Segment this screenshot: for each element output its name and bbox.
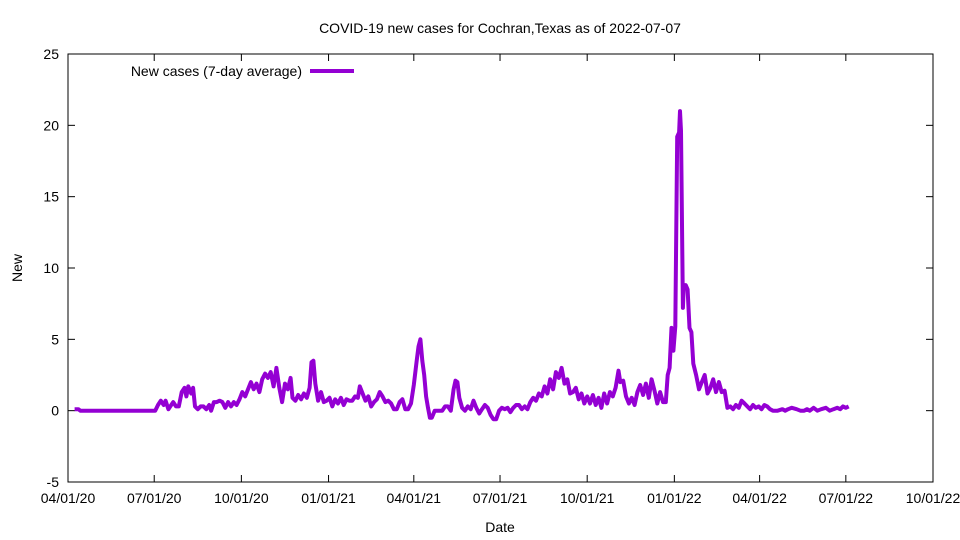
legend: New cases (7-day average) bbox=[131, 63, 354, 79]
chart-title: COVID-19 new cases for Cochran,Texas as … bbox=[319, 20, 681, 36]
x-tick-label: 07/01/21 bbox=[473, 490, 528, 506]
series-line bbox=[74, 109, 850, 422]
x-tick-label: 10/01/21 bbox=[560, 490, 615, 506]
y-tick-label: 10 bbox=[43, 260, 59, 276]
y-tick-label: 15 bbox=[43, 189, 59, 205]
x-tick-label: 07/01/22 bbox=[819, 490, 874, 506]
y-axis-label: New bbox=[9, 253, 25, 282]
y-tick-label: 5 bbox=[51, 331, 59, 347]
legend-label: New cases (7-day average) bbox=[131, 63, 302, 79]
x-tick-label: 04/01/20 bbox=[41, 490, 96, 506]
y-tick-label: 20 bbox=[43, 117, 59, 133]
y-tick-label: 0 bbox=[51, 403, 59, 419]
x-tick-label: 01/01/21 bbox=[301, 490, 356, 506]
x-tick-label: 10/01/22 bbox=[906, 490, 960, 506]
x-tick-label: 10/01/20 bbox=[214, 490, 269, 506]
y-tick-label: 25 bbox=[43, 46, 59, 62]
y-tick-label: -5 bbox=[47, 474, 60, 490]
x-axis-label: Date bbox=[485, 519, 515, 535]
x-tick-label: 07/01/20 bbox=[127, 490, 182, 506]
x-tick-label: 01/01/22 bbox=[647, 490, 702, 506]
x-tick-label: 04/01/21 bbox=[387, 490, 442, 506]
plot-frame bbox=[67, 53, 934, 483]
x-tick-label: 04/01/22 bbox=[732, 490, 787, 506]
